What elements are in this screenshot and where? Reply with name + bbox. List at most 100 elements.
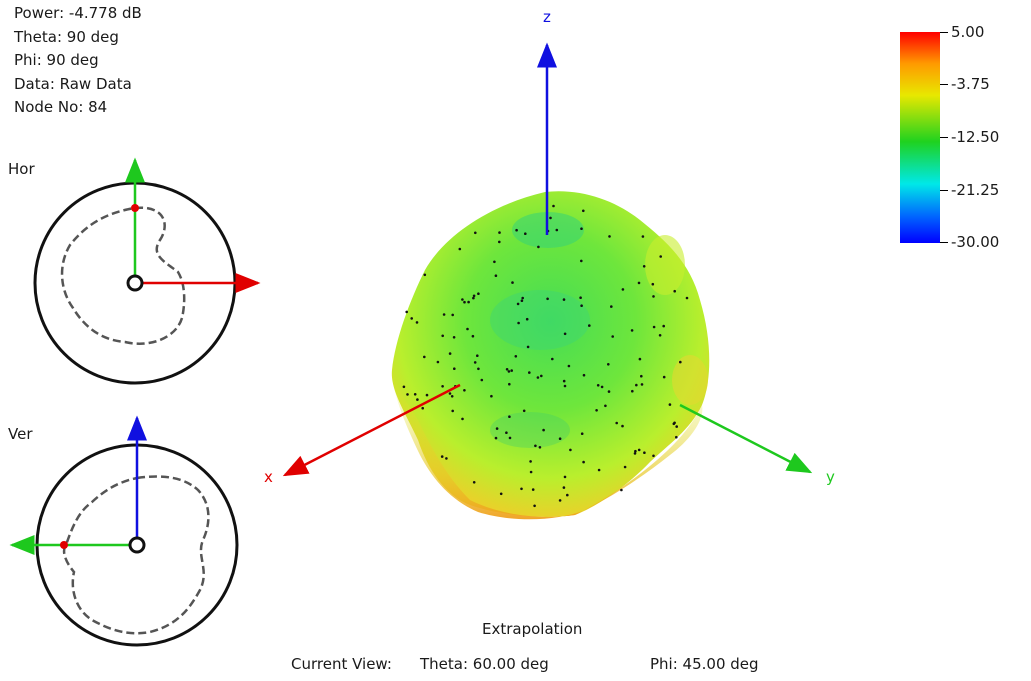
mesh-node-dot [536, 376, 540, 379]
mesh-node-dot [679, 360, 682, 364]
mesh-node-dot [580, 227, 583, 230]
mesh-node-dot [552, 204, 555, 208]
mesh-node-dot [528, 371, 531, 374]
mesh-node-dot [490, 394, 493, 398]
mesh-node-dot [631, 389, 634, 393]
mesh-node-dot [421, 406, 425, 410]
mesh-node-dot [546, 297, 549, 301]
x-axis [282, 383, 461, 477]
mesh-node-dot [640, 383, 644, 386]
mesh-node-dot [588, 324, 591, 327]
mesh-node-dot [615, 421, 618, 425]
mesh-node-dot [493, 260, 496, 264]
mesh-node-dot [511, 281, 514, 284]
colorbar-tick [940, 190, 948, 191]
mesh-node-dot [621, 424, 624, 428]
mesh-node-dot [537, 245, 540, 249]
mesh-node-dot [580, 259, 583, 263]
mesh-node-dot [441, 334, 445, 338]
mesh-node-dot [600, 385, 604, 389]
mesh-node-dot [563, 384, 567, 388]
mesh-node-dot [405, 310, 409, 314]
mesh-node-dot [558, 499, 562, 502]
x-axis-label: x [264, 468, 273, 486]
colorbar-label: -21.25 [951, 181, 1000, 199]
mesh-node-dot [551, 357, 554, 361]
mesh-node-dot [461, 417, 464, 421]
mesh-node-dot [423, 355, 426, 359]
mesh-node-dot [416, 398, 419, 401]
mesh-node-dot [514, 355, 518, 358]
mesh-node-dot [558, 437, 562, 441]
mesh-node-dot [473, 361, 477, 364]
mesh-node-dot [652, 325, 656, 329]
mesh-node-dot [520, 299, 524, 303]
current-view-label: Current View: [291, 655, 392, 673]
mesh-node-dot [463, 389, 466, 392]
mesh-node-dot [508, 382, 511, 386]
node-readout: Node No: 84 [14, 98, 108, 116]
mesh-node-dot [436, 360, 440, 364]
mesh-node-dot [652, 295, 655, 298]
mesh-node-dot [498, 231, 501, 234]
z-axis-label: z [543, 8, 551, 26]
colorbar-tick [940, 137, 948, 138]
mesh-node-dot [477, 367, 480, 371]
mesh-node-dot [562, 379, 566, 383]
mesh-node-dot [406, 393, 409, 396]
mesh-node-dot [608, 235, 611, 238]
mesh-node-dot [505, 431, 508, 435]
ver-label: Ver [8, 425, 33, 443]
mesh-node-dot [620, 488, 623, 492]
colorbar-tick [940, 242, 948, 243]
colorbar-tick [940, 84, 948, 85]
mesh-node-dot [525, 317, 529, 321]
mesh-node-dot [635, 383, 638, 387]
mesh-node-dot [477, 292, 480, 296]
mesh-node-dot [595, 409, 598, 412]
current-view-phi: Phi: 45.00 deg [650, 655, 759, 673]
mesh-node-dot [582, 209, 585, 213]
mesh-node-dot [533, 504, 536, 508]
mesh-node-dot [474, 231, 477, 235]
mesh-node-dot [507, 370, 511, 373]
mesh-node-dot [567, 364, 571, 368]
mesh-node-dot [526, 345, 530, 349]
mesh-node-dot [472, 481, 476, 484]
mesh-node-dot [445, 457, 448, 460]
mesh-node-dot [638, 357, 642, 361]
mesh-node-dot [498, 240, 501, 244]
colorbar-label-max: 5.00 [951, 23, 985, 41]
mesh-node-dot [582, 460, 585, 464]
mesh-node-dot [529, 460, 532, 463]
mesh-node-dot [517, 321, 520, 325]
mesh-node-dot [640, 374, 643, 378]
mesh-node-dot [658, 334, 662, 337]
mesh-node-dot [505, 368, 509, 371]
mesh-node-dot [662, 375, 666, 379]
mesh-node-dot [538, 446, 542, 449]
mesh-node-dot [596, 384, 600, 387]
info-panel: Power: -4.778 dB Theta: 90 deg Phi: 90 d… [14, 2, 142, 120]
mesh-node-dot [448, 392, 452, 395]
mesh-node-dot [685, 296, 689, 300]
hor-label: Hor [8, 160, 35, 178]
mesh-node-dot [673, 421, 676, 425]
mesh-node-dot [569, 448, 572, 452]
mesh-node-dot [531, 488, 535, 491]
mesh-node-dot [524, 232, 527, 235]
mesh-node-dot [520, 487, 523, 491]
mesh-node-dot [566, 493, 569, 497]
mesh-node-dot [555, 228, 559, 232]
mesh-node-dot [410, 317, 414, 320]
mesh-node-dot [668, 403, 672, 406]
mesh-node-dot [510, 369, 513, 372]
mesh-node-dot [466, 327, 469, 331]
mesh-node-dot [641, 235, 645, 238]
mesh-node-dot [643, 451, 646, 455]
mesh-node-dot [662, 324, 665, 328]
mesh-node-dot [467, 300, 470, 304]
y-axis-label: y [826, 468, 835, 486]
mesh-node-dot [508, 415, 511, 419]
